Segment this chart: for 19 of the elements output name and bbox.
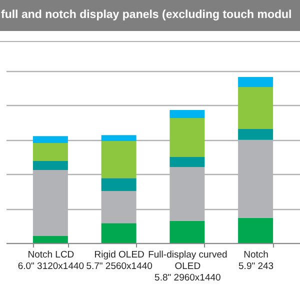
chart-title: full and notch display panels (excluding touch modul bbox=[0, 0, 300, 41]
bar bbox=[238, 86, 274, 129]
bar bbox=[101, 223, 136, 243]
bar bbox=[170, 157, 205, 167]
bar bbox=[238, 76, 274, 87]
bar bbox=[101, 178, 136, 192]
bar bbox=[170, 110, 205, 118]
bar bbox=[170, 118, 205, 157]
bar bbox=[170, 220, 205, 243]
bar bbox=[238, 218, 274, 243]
x-tick-label: Notch LCD 6.0" 3120x1440 bbox=[18, 250, 84, 272]
bar bbox=[32, 143, 68, 161]
bar bbox=[238, 128, 274, 140]
bar bbox=[32, 236, 68, 243]
bar bbox=[101, 141, 136, 178]
bar bbox=[32, 136, 68, 144]
bar bbox=[101, 135, 136, 142]
bar bbox=[32, 160, 68, 170]
x-tick-label: Notch 5.9" 243 bbox=[238, 250, 274, 272]
